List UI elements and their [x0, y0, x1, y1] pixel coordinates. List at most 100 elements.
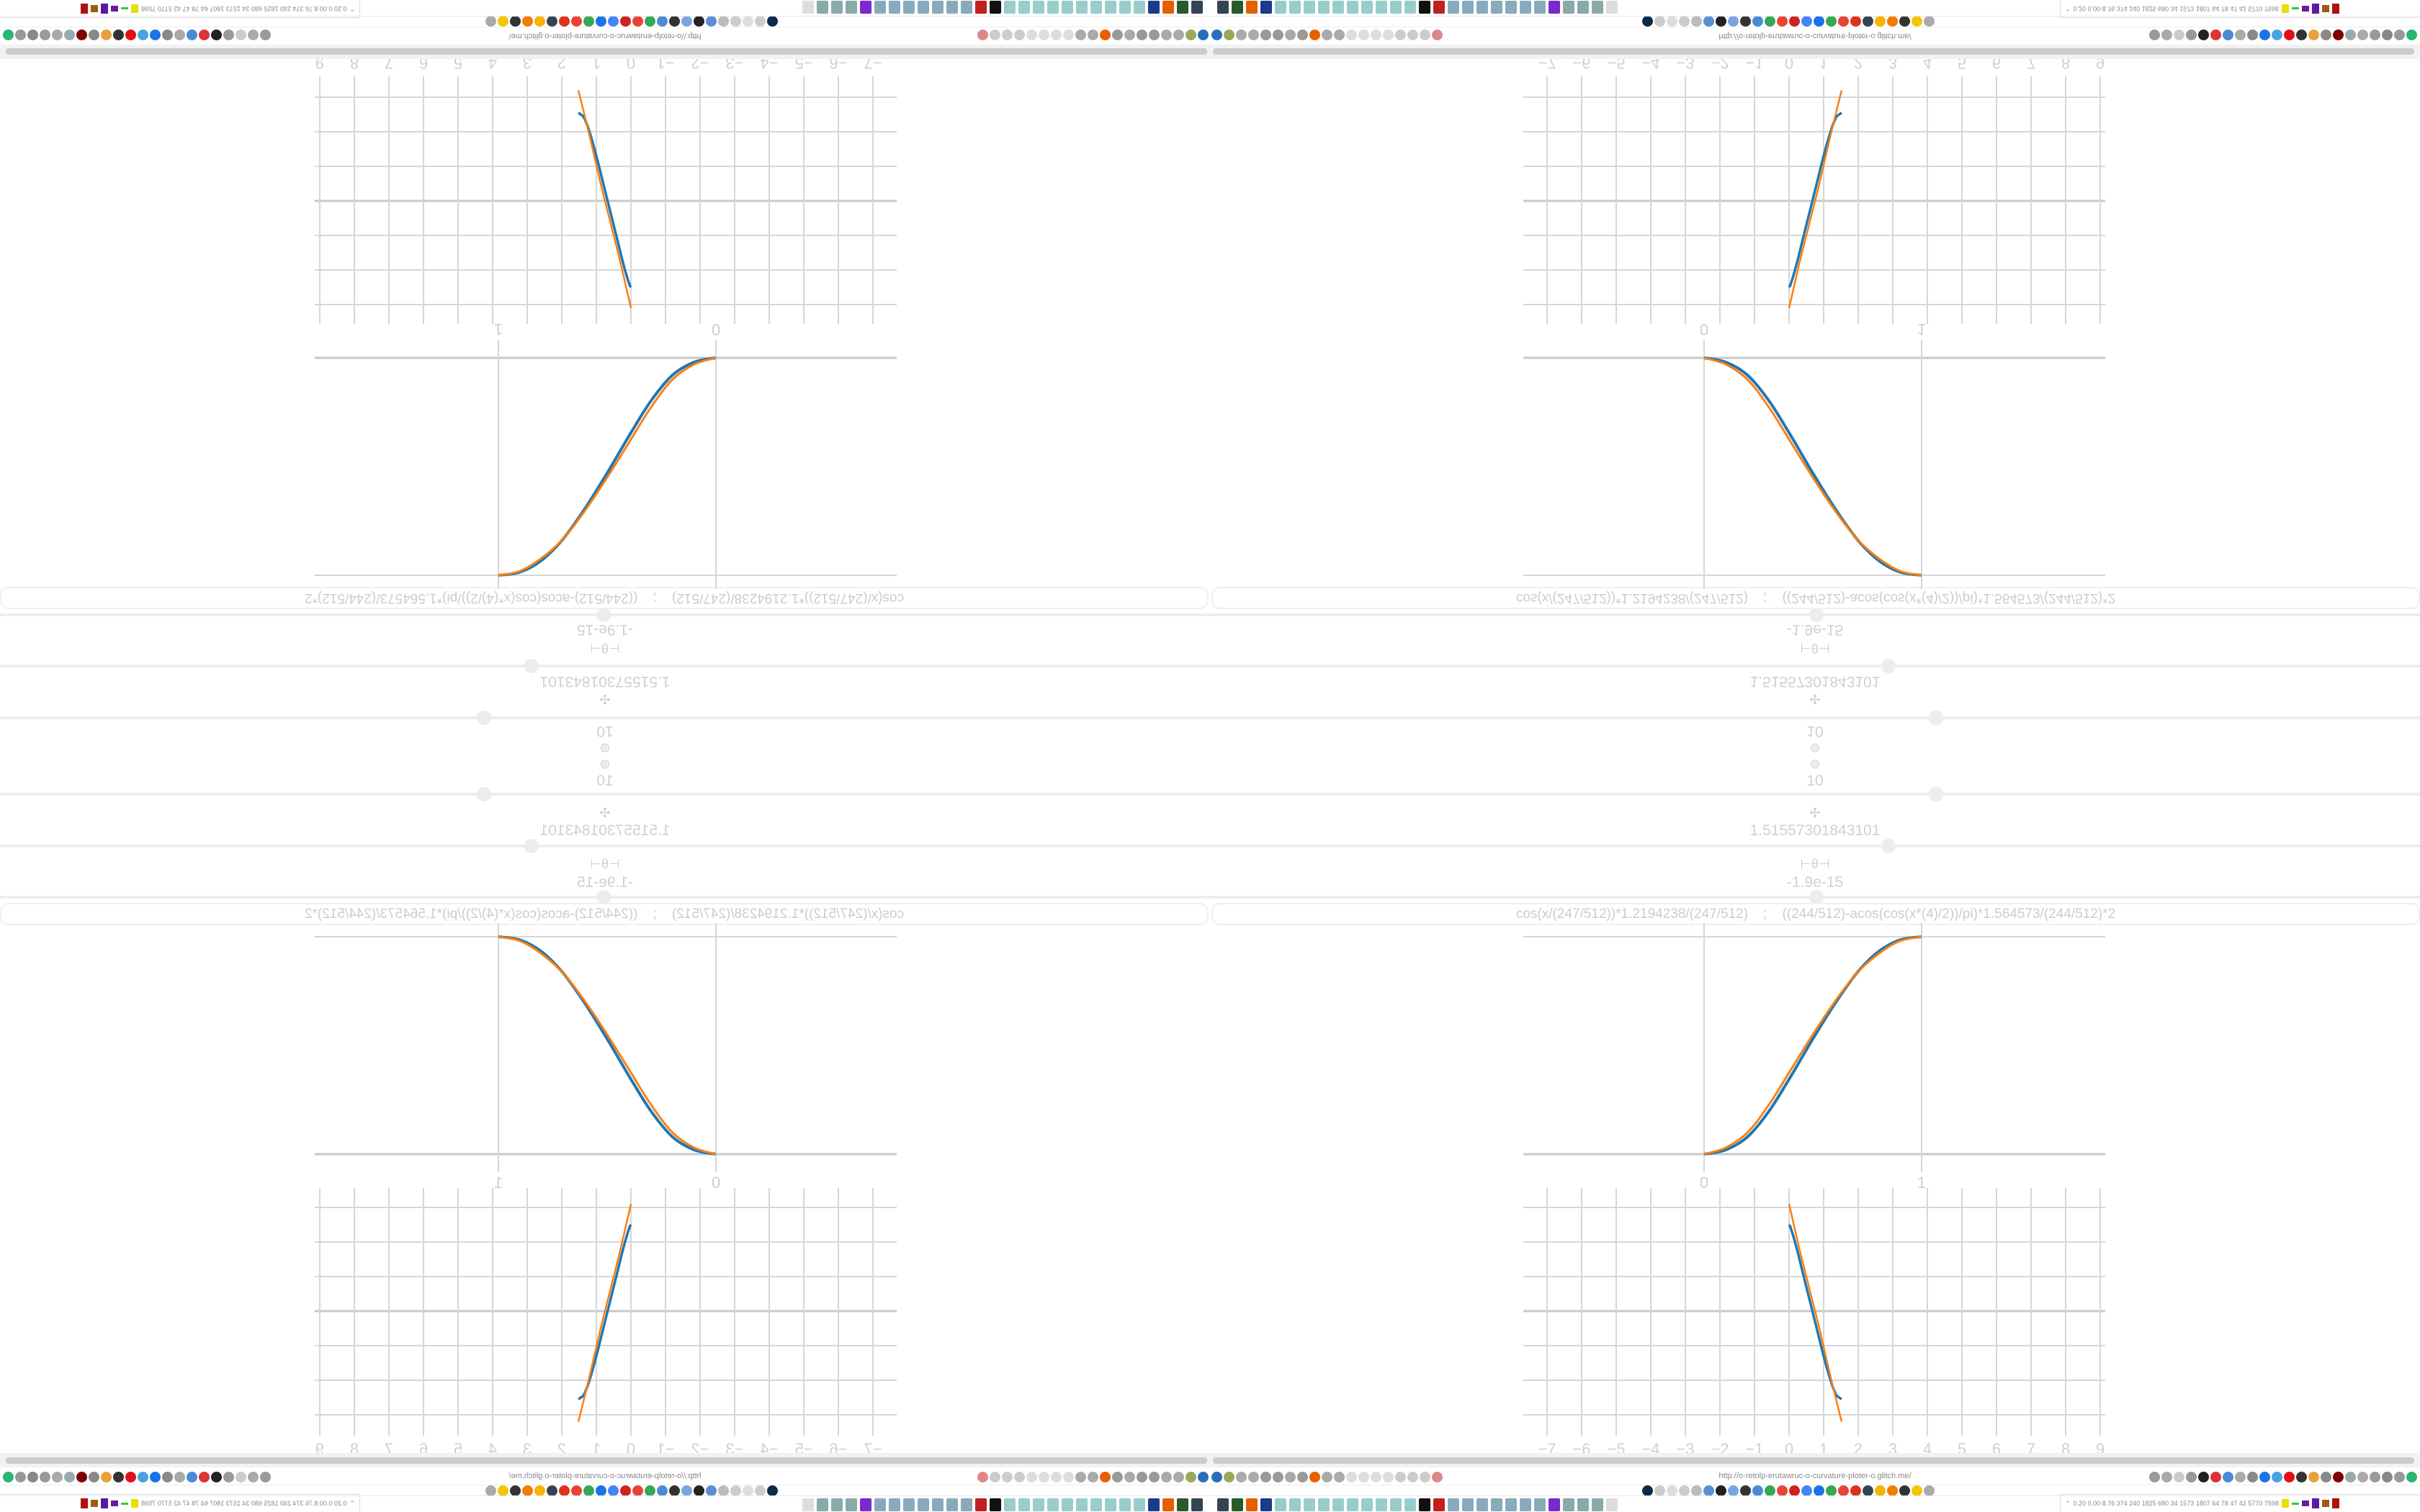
- gear-icon[interactable]: [162, 1471, 173, 1482]
- wrench-icon[interactable]: [27, 30, 38, 41]
- folder-icon[interactable]: [1395, 1471, 1406, 1482]
- blank-app-icon[interactable]: [1606, 1498, 1618, 1511]
- bookmark-icon[interactable]: [669, 1485, 680, 1496]
- terminal-app-icon[interactable]: [1177, 1498, 1188, 1511]
- update-icon[interactable]: [138, 1471, 148, 1482]
- horizontal-scrollbar-thumb[interactable]: [1213, 48, 2414, 55]
- update-icon[interactable]: [2272, 1471, 2282, 1482]
- download-icon[interactable]: [211, 1471, 222, 1482]
- bookmark-icon[interactable]: [1801, 16, 1812, 27]
- color-picker-icon[interactable]: [199, 30, 210, 41]
- slider-thumb[interactable]: [1809, 890, 1824, 904]
- puzzle-icon[interactable]: [40, 30, 50, 41]
- bookmark-icon[interactable]: [718, 1485, 729, 1496]
- update-icon[interactable]: [138, 30, 148, 41]
- monitor-app-icon[interactable]: [1217, 1498, 1229, 1511]
- files-app-icon[interactable]: [1563, 1498, 1574, 1511]
- inkscape-app-icon[interactable]: [1419, 1498, 1430, 1511]
- files-app-icon[interactable]: [817, 1498, 828, 1511]
- puzzle-icon[interactable]: [2370, 1471, 2380, 1482]
- download-icon[interactable]: [2198, 30, 2209, 41]
- trash-icon[interactable]: [2296, 30, 2307, 41]
- bookmark-icon[interactable]: [1691, 16, 1702, 27]
- dot-icon[interactable]: [1026, 1471, 1037, 1482]
- wrench-icon[interactable]: [1297, 30, 1308, 41]
- bookmark-icon[interactable]: [1642, 1485, 1653, 1496]
- bookmark-icon[interactable]: [1924, 1485, 1935, 1496]
- menu-icon[interactable]: [1211, 30, 1222, 41]
- ublock-icon[interactable]: [76, 30, 87, 41]
- redo-icon[interactable]: [1137, 30, 1147, 41]
- monitor-app-icon[interactable]: [1191, 1498, 1203, 1511]
- save-app-icon[interactable]: [1148, 1498, 1160, 1511]
- files-app-icon[interactable]: [831, 1, 843, 14]
- translate-icon[interactable]: [260, 1471, 271, 1482]
- calc-app-icon[interactable]: [889, 1498, 900, 1511]
- notepad-app-icon[interactable]: [1105, 1498, 1116, 1511]
- dot-icon[interactable]: [1371, 1471, 1381, 1482]
- inkscape-app-icon[interactable]: [990, 1, 1001, 14]
- save-app-icon[interactable]: [1148, 1, 1160, 14]
- notepad-app-icon[interactable]: [1275, 1, 1286, 14]
- media-app-icon[interactable]: [860, 1, 871, 14]
- calc-app-icon[interactable]: [874, 1498, 886, 1511]
- bookmark-icon[interactable]: [755, 1485, 766, 1496]
- terminal-app-icon[interactable]: [1232, 1, 1243, 14]
- bookmark-icon[interactable]: [1838, 1485, 1849, 1496]
- dot-icon[interactable]: [1051, 30, 1062, 41]
- bookmark-icon[interactable]: [1740, 16, 1751, 27]
- reload-icon[interactable]: [223, 1471, 234, 1482]
- calc-app-icon[interactable]: [1520, 1498, 1531, 1511]
- calc-app-icon[interactable]: [1476, 1, 1488, 14]
- bookmark-icon[interactable]: [559, 16, 570, 27]
- globe-icon[interactable]: [1285, 1471, 1296, 1482]
- blank-app-icon[interactable]: [802, 1, 814, 14]
- dot-icon[interactable]: [1346, 1471, 1357, 1482]
- bookmark-icon[interactable]: [706, 16, 717, 27]
- calc-app-icon[interactable]: [1476, 1498, 1488, 1511]
- bookmark-icon[interactable]: [1838, 16, 1849, 27]
- bookmark-icon[interactable]: [485, 16, 496, 27]
- folder-icon[interactable]: [1014, 1471, 1025, 1482]
- notepad-app-icon[interactable]: [1004, 1, 1016, 14]
- bookmark-icon[interactable]: [1679, 1485, 1690, 1496]
- dot-icon[interactable]: [1383, 30, 1394, 41]
- bookmark-icon[interactable]: [657, 1485, 668, 1496]
- undo-icon[interactable]: [1149, 30, 1160, 41]
- bookmark-icon[interactable]: [1801, 1485, 1812, 1496]
- globe-icon[interactable]: [1161, 30, 1172, 41]
- notepad-app-icon[interactable]: [1347, 1498, 1358, 1511]
- settings-app-icon[interactable]: [1433, 1, 1445, 14]
- notepad-app-icon[interactable]: [1275, 1498, 1286, 1511]
- notepad-app-icon[interactable]: [1289, 1, 1301, 14]
- archive-icon[interactable]: [2321, 30, 2331, 41]
- chevron-up-icon[interactable]: ⌃: [2065, 5, 2071, 13]
- bookmark-icon[interactable]: [1679, 16, 1690, 27]
- bookmark-icon[interactable]: [534, 1485, 545, 1496]
- globe-icon[interactable]: [1075, 30, 1086, 41]
- extension-icon[interactable]: [1224, 30, 1234, 41]
- undo-icon[interactable]: [1149, 1471, 1160, 1482]
- notepad-app-icon[interactable]: [1119, 1, 1131, 14]
- url-bar[interactable]: http://o-retolp-erutawruc-o-curvature-pl…: [508, 32, 702, 40]
- notepad-app-icon[interactable]: [1062, 1498, 1073, 1511]
- dot-icon[interactable]: [1039, 1471, 1049, 1482]
- calc-app-icon[interactable]: [1505, 1498, 1517, 1511]
- files-app-icon[interactable]: [817, 1, 828, 14]
- files-app-icon[interactable]: [1592, 1, 1603, 14]
- forward-icon[interactable]: [2174, 1471, 2184, 1482]
- bookmark-icon[interactable]: [632, 16, 643, 27]
- bookmark-icon[interactable]: [1826, 16, 1837, 27]
- puzzle-icon[interactable]: [40, 1471, 50, 1482]
- files-app-icon[interactable]: [1577, 1, 1589, 14]
- add-icon[interactable]: [150, 1471, 161, 1482]
- bookmark-icon[interactable]: [608, 16, 619, 27]
- folder-icon[interactable]: [1395, 30, 1406, 41]
- notepad-app-icon[interactable]: [1090, 1498, 1102, 1511]
- bookmark-icon[interactable]: [1863, 16, 1873, 27]
- calc-app-icon[interactable]: [889, 1, 900, 14]
- save-app-icon[interactable]: [1260, 1, 1272, 14]
- notepad-app-icon[interactable]: [1004, 1498, 1016, 1511]
- puzzle-icon[interactable]: [2370, 30, 2380, 41]
- share-icon[interactable]: [2308, 30, 2319, 41]
